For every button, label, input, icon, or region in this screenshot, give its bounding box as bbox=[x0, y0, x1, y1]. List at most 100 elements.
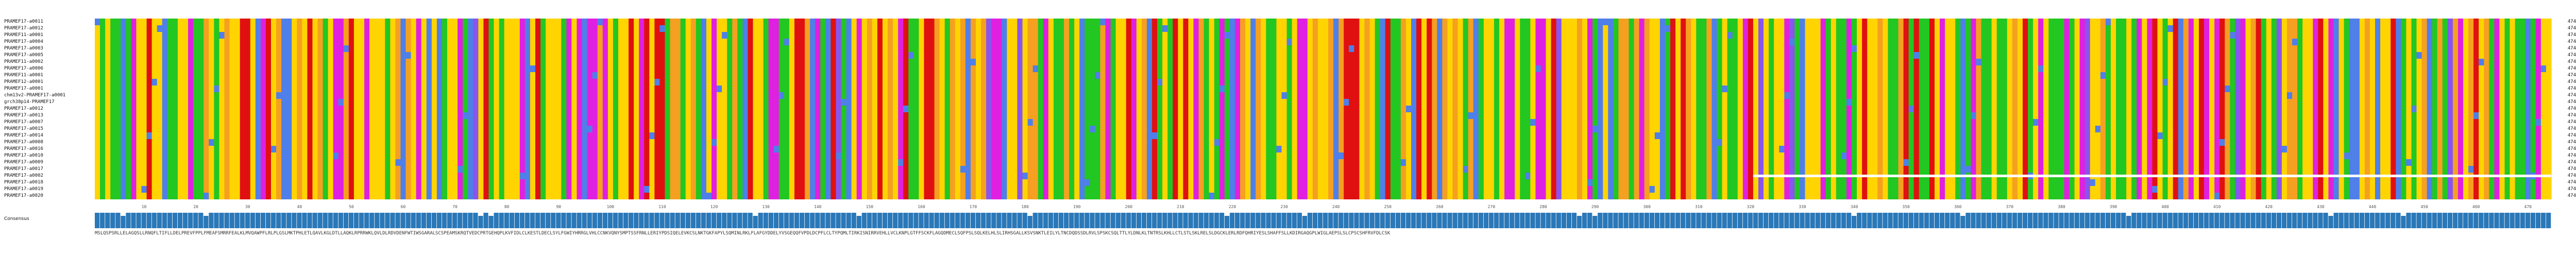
residue-cell bbox=[944, 39, 951, 45]
residue-cell bbox=[629, 65, 634, 72]
residue-cell bbox=[2126, 59, 2132, 65]
sequence-row[interactable] bbox=[95, 86, 2552, 92]
residue-cell bbox=[141, 19, 147, 25]
residue-cell bbox=[333, 52, 339, 59]
residue-cell bbox=[2302, 19, 2308, 25]
residue-cell bbox=[2069, 19, 2075, 25]
residue-cell bbox=[1913, 45, 1920, 52]
residue-cell bbox=[2022, 59, 2028, 65]
residue-cell bbox=[1934, 52, 1940, 59]
residue-cell bbox=[260, 72, 266, 79]
residue-cell bbox=[494, 25, 500, 32]
residue-cell bbox=[2028, 45, 2033, 52]
residue-cell bbox=[2235, 39, 2241, 45]
residue-cell bbox=[1126, 45, 1132, 52]
residue-cell bbox=[1038, 79, 1044, 86]
residue-cell bbox=[1224, 65, 1230, 72]
residue-cell bbox=[2416, 32, 2422, 39]
residue-cell bbox=[1940, 72, 1945, 79]
residue-cell bbox=[2007, 79, 2013, 86]
residue-cell bbox=[499, 72, 505, 79]
residue-cell bbox=[670, 39, 676, 45]
sequence-row[interactable] bbox=[95, 79, 2552, 86]
residue-cell bbox=[1577, 72, 1583, 79]
residue-cell bbox=[1976, 79, 1982, 86]
residue-cell bbox=[1193, 59, 1199, 65]
residue-cell bbox=[1691, 25, 1697, 32]
residue-cell bbox=[1058, 52, 1064, 59]
residue-cell bbox=[1805, 45, 1811, 52]
residue-cell bbox=[488, 52, 495, 59]
residue-cell bbox=[468, 19, 473, 25]
sequence-row[interactable] bbox=[95, 52, 2552, 59]
residue-cell bbox=[805, 72, 810, 79]
residue-cell bbox=[976, 79, 981, 86]
residue-cell bbox=[1618, 52, 1624, 59]
residue-cell bbox=[1271, 65, 1277, 72]
residue-cell bbox=[2292, 25, 2298, 32]
residue-cell bbox=[2188, 79, 2194, 86]
residue-cell bbox=[753, 59, 759, 65]
residue-cell bbox=[188, 19, 194, 25]
residue-cell bbox=[2349, 65, 2355, 72]
residue-cell bbox=[1769, 52, 1774, 59]
sequence-row[interactable] bbox=[95, 25, 2552, 32]
residue-cell bbox=[2313, 19, 2318, 25]
residue-cell bbox=[2090, 59, 2096, 65]
residue-cell bbox=[2219, 39, 2225, 45]
residue-cell bbox=[2458, 32, 2464, 39]
residue-cell bbox=[1224, 25, 1230, 32]
residue-cell bbox=[561, 45, 567, 52]
residue-cell bbox=[126, 32, 132, 39]
residue-cell bbox=[2458, 39, 2464, 45]
residue-cell bbox=[1167, 32, 1173, 39]
residue-cell bbox=[1862, 19, 1868, 25]
residue-cell bbox=[934, 59, 940, 65]
residue-cell bbox=[649, 52, 655, 59]
residue-cell bbox=[1665, 72, 1671, 79]
residue-cell bbox=[976, 39, 981, 45]
residue-cell bbox=[136, 32, 142, 39]
residue-cell bbox=[2338, 72, 2345, 79]
residue-cell bbox=[685, 65, 691, 72]
residue-cell bbox=[1981, 39, 1987, 45]
residue-cell bbox=[431, 52, 437, 59]
sequence-row[interactable] bbox=[95, 65, 2552, 72]
residue-cell bbox=[1235, 39, 1241, 45]
residue-cell bbox=[1701, 65, 1707, 72]
residue-cell bbox=[1592, 65, 1598, 72]
residue-cell bbox=[2369, 25, 2376, 32]
residue-cell bbox=[701, 86, 707, 92]
residue-cell bbox=[390, 19, 396, 25]
residue-cell bbox=[561, 79, 567, 86]
sequence-row[interactable] bbox=[95, 39, 2552, 45]
residue-cell bbox=[307, 86, 313, 92]
residue-cell bbox=[2095, 79, 2101, 86]
residue-cell bbox=[1903, 25, 1909, 32]
residue-cell bbox=[748, 19, 754, 25]
residue-cell bbox=[2219, 45, 2225, 52]
residue-cell bbox=[224, 65, 230, 72]
residue-cell bbox=[976, 65, 981, 72]
residue-cell bbox=[504, 86, 510, 92]
residue-cell bbox=[1131, 65, 1137, 72]
residue-cell bbox=[2064, 52, 2070, 59]
residue-cell bbox=[1100, 65, 1106, 72]
sequence-row[interactable] bbox=[95, 45, 2552, 52]
sequence-row[interactable] bbox=[95, 32, 2552, 39]
residue-cell bbox=[146, 65, 152, 72]
residue-cell bbox=[582, 32, 588, 39]
residue-cell bbox=[2432, 45, 2438, 52]
sequence-row[interactable] bbox=[95, 59, 2552, 65]
residue-cell bbox=[312, 59, 318, 65]
residue-cell bbox=[1867, 52, 1873, 59]
residue-cell bbox=[1344, 25, 1349, 32]
sequence-row[interactable] bbox=[95, 19, 2552, 25]
residue-cell bbox=[343, 25, 349, 32]
residue-cell bbox=[2256, 45, 2262, 52]
residue-cell bbox=[1592, 19, 1598, 25]
residue-cell bbox=[1810, 59, 1816, 65]
residue-cell bbox=[1276, 25, 1282, 32]
residue-cell bbox=[737, 32, 743, 39]
sequence-row[interactable] bbox=[95, 72, 2552, 79]
